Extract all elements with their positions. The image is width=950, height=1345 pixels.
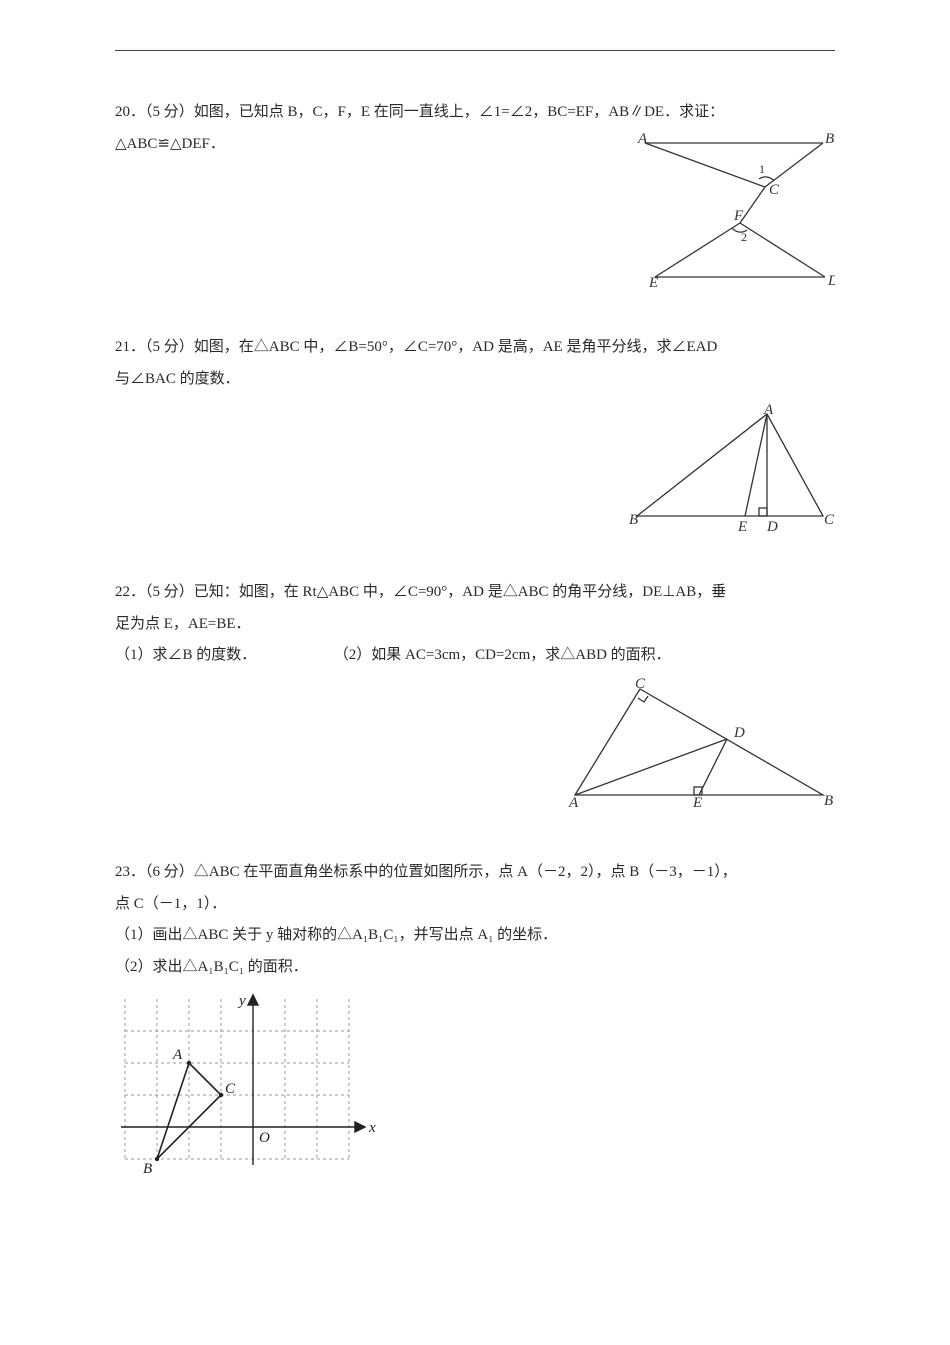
q22-num: 22． bbox=[115, 584, 145, 600]
fig21-label-e: E bbox=[737, 519, 747, 534]
q22-l1: 已知：如图，在 Rt△ABC 中，∠C=90°，AD 是△ABC 的角平分线，D… bbox=[194, 584, 726, 600]
fig21-label-b: B bbox=[629, 512, 638, 528]
fig20-label-1: 1 bbox=[759, 162, 765, 176]
problem-21-text: 21．（5 分）如图，在△ABC 中，∠B=50°，∠C=70°，AD 是高，A… bbox=[115, 332, 835, 395]
q22-pts: （5 分） bbox=[145, 584, 194, 600]
fig22-label-b: B bbox=[824, 793, 833, 807]
fig22-label-e: E bbox=[692, 795, 702, 807]
q22-s2: （2）如果 AC=3cm，CD=2cm，求△ABD 的面积． bbox=[334, 647, 671, 663]
problem-22-text: 22．（5 分）已知：如图，在 Rt△ABC 中，∠C=90°，AD 是△ABC… bbox=[115, 577, 835, 672]
q20-num: 20． bbox=[115, 104, 145, 120]
fig21-label-c: C bbox=[824, 512, 835, 528]
problem-23-text: 23．（6 分）△ABC 在平面直角坐标系中的位置如图所示，点 A（－2，2），… bbox=[115, 857, 835, 983]
fig22-label-a: A bbox=[568, 795, 579, 807]
fig20-label-2: 2 bbox=[741, 230, 747, 244]
figure-23: A B C O x y bbox=[115, 989, 835, 1179]
fig20-label-b: B bbox=[825, 131, 834, 147]
q20-l2: △ABC≌△DEF． bbox=[115, 136, 225, 152]
q23-l2: 点 C（－1，1）． bbox=[115, 896, 226, 912]
q21-num: 21． bbox=[115, 339, 145, 355]
problem-23: 23．（6 分）△ABC 在平面直角坐标系中的位置如图所示，点 A（－2，2），… bbox=[115, 857, 835, 1179]
figure-22: C D A E B bbox=[565, 677, 835, 807]
fig20-label-d: D bbox=[827, 273, 835, 289]
fig22-label-c: C bbox=[635, 677, 646, 692]
fig23-label-o: O bbox=[259, 1130, 270, 1146]
q20-pts: （5 分） bbox=[145, 104, 194, 120]
fig20-label-c: C bbox=[769, 182, 780, 198]
q21-l1: 如图，在△ABC 中，∠B=50°，∠C=70°，AD 是高，AE 是角平分线，… bbox=[194, 339, 718, 355]
figure-20: A B C F E D 1 2 bbox=[635, 129, 835, 289]
q23-l1: △ABC 在平面直角坐标系中的位置如图所示，点 A（－2，2），点 B（－3，－… bbox=[194, 864, 737, 880]
fig23-label-x: x bbox=[368, 1120, 376, 1136]
fig20-label-a: A bbox=[637, 131, 648, 147]
fig21-label-d: D bbox=[766, 519, 778, 534]
figure-21: A B C E D bbox=[625, 404, 835, 534]
problem-20: 20．（5 分）如图，已知点 B，C，F，E 在同一直线上，∠1=∠2，BC=E… bbox=[115, 97, 835, 292]
header-rule bbox=[115, 50, 835, 51]
q23-s1: （1）画出△ABC 关于 y 轴对称的△A₁B₁C₁，并写出点 A₁ 的坐标． bbox=[115, 927, 557, 943]
fig23-label-b: B bbox=[143, 1161, 152, 1177]
fig21-label-a: A bbox=[763, 404, 774, 418]
fig23-label-c: C bbox=[225, 1081, 236, 1097]
fig20-label-e: E bbox=[648, 275, 658, 289]
fig23-label-a: A bbox=[172, 1047, 183, 1063]
q21-l2: 与∠BAC 的度数． bbox=[115, 371, 240, 387]
q23-s2: （2）求出△A₁B₁C₁ 的面积． bbox=[115, 959, 308, 975]
q22-s1: （1）求∠B 的度数． bbox=[115, 647, 256, 663]
q21-pts: （5 分） bbox=[145, 339, 194, 355]
q23-num: 23． bbox=[115, 864, 145, 880]
fig22-label-d: D bbox=[733, 725, 745, 741]
q20-l1: 如图，已知点 B，C，F，E 在同一直线上，∠1=∠2，BC=EF，AB∥DE．… bbox=[194, 104, 724, 120]
fig20-label-f: F bbox=[733, 208, 744, 224]
q23-pts: （6 分） bbox=[145, 864, 194, 880]
q22-l2: 足为点 E，AE=BE． bbox=[115, 616, 251, 632]
fig23-label-y: y bbox=[237, 993, 246, 1009]
problem-22: 22．（5 分）已知：如图，在 Rt△ABC 中，∠C=90°，AD 是△ABC… bbox=[115, 577, 835, 817]
problem-21: 21．（5 分）如图，在△ABC 中，∠B=50°，∠C=70°，AD 是高，A… bbox=[115, 332, 835, 537]
